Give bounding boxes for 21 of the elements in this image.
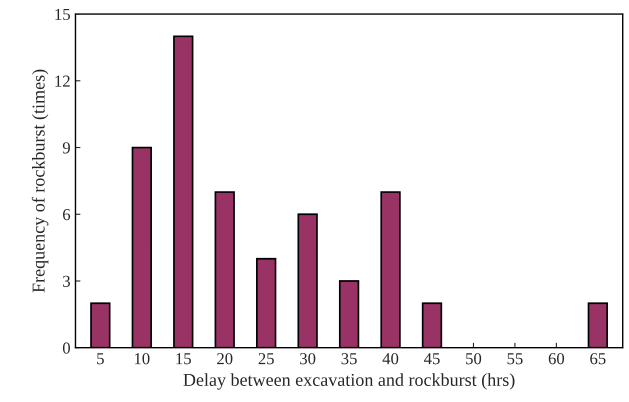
y-tick-label: 6 (63, 209, 70, 220)
x-tick-label: 50 (466, 353, 482, 364)
x-tick-label: 15 (176, 353, 191, 364)
y-tick-label: 3 (63, 276, 70, 287)
x-tick-label: 55 (508, 353, 523, 364)
x-tick-label: 65 (590, 353, 606, 364)
x-tick-label: 10 (134, 353, 150, 364)
x-tick-label: 5 (97, 353, 104, 364)
x-axis-title: Delay between excavation and rockburst (hrs) (183, 373, 514, 390)
x-tick-label: 20 (217, 353, 232, 364)
y-tick-label: 9 (62, 142, 70, 154)
y-tick-label: 15 (55, 8, 70, 20)
x-tick-label: 60 (548, 353, 564, 364)
x-tick-label: 25 (258, 353, 274, 364)
y-tick-label: 12 (55, 76, 70, 87)
x-tick-label: 35 (342, 353, 357, 364)
y-tick-label: 0 (62, 342, 70, 354)
x-tick-label: 45 (424, 353, 440, 364)
x-tick-label: 30 (300, 353, 316, 364)
x-tick-label: 40 (382, 353, 398, 364)
y-axis-title: Frequency of rockburst (times) (32, 70, 48, 292)
